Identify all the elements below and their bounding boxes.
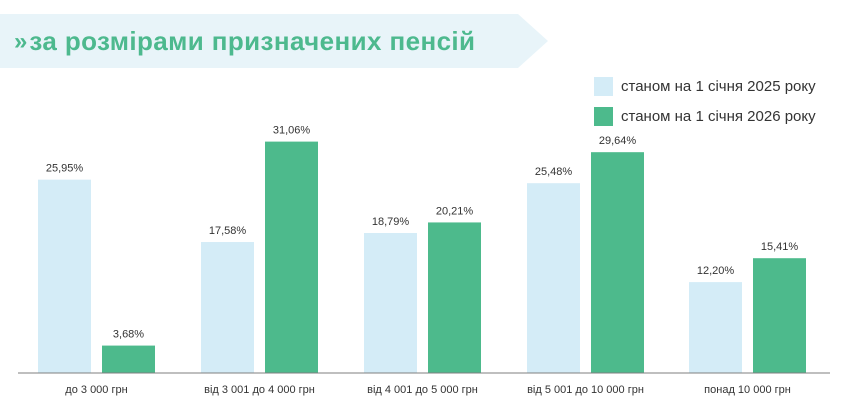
chart-legend: станом на 1 січня 2025 року станом на 1 … [594, 75, 816, 135]
bar-2026 [591, 152, 644, 373]
legend-swatch-2026 [594, 106, 613, 126]
legend-label-2026: станом на 1 січня 2026 року [621, 107, 816, 125]
bar-2025 [38, 179, 91, 373]
legend-item-2025: станом на 1 січня 2025 року [594, 75, 816, 97]
data-label: 3,68% [113, 329, 144, 341]
bar-2025 [689, 282, 742, 373]
bar-2026 [753, 258, 806, 373]
data-label: 15,41% [761, 241, 799, 253]
category-label: понад 10 000 грн [704, 384, 791, 396]
category-label: від 4 001 до 5 000 грн [367, 384, 478, 396]
bar-2025 [527, 183, 580, 373]
section-title: » за розмірами призначених пенсій [14, 26, 475, 57]
data-label: 17,58% [209, 225, 247, 237]
banner-shape [0, 14, 548, 68]
bar-2026 [428, 222, 481, 373]
data-label: 18,79% [372, 216, 410, 228]
data-label: 20,21% [436, 205, 474, 217]
bar-2026 [265, 141, 318, 373]
category-label: від 3 001 до 4 000 грн [204, 384, 315, 396]
category-label: до 3 000 грн [65, 384, 127, 396]
bar-2025 [201, 242, 254, 373]
legend-label-2025: станом на 1 січня 2025 року [621, 77, 816, 95]
category-label: від 5 001 до 10 000 грн [527, 384, 644, 396]
banner-background [0, 14, 548, 68]
section-title-text: за розмірами призначених пенсій [29, 26, 476, 56]
section-banner: » за розмірами призначених пенсій [0, 14, 548, 68]
data-label: 29,64% [599, 135, 637, 147]
data-label: 25,48% [535, 166, 573, 178]
data-label: 25,95% [46, 163, 84, 175]
legend-swatch-2025 [594, 76, 613, 96]
bar-2026 [102, 345, 155, 373]
data-label: 31,06% [273, 125, 311, 137]
bar-2025 [364, 233, 417, 373]
data-label: 12,20% [697, 265, 735, 277]
legend-item-2026: станом на 1 січня 2026 року [594, 105, 816, 127]
